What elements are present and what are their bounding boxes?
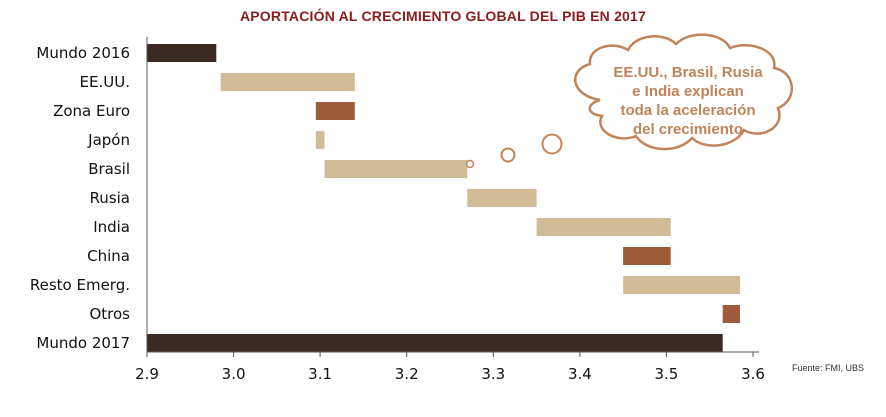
x-tick-label: 2.9 <box>135 365 159 383</box>
category-label: Japón <box>87 131 130 149</box>
x-tick-label: 3.4 <box>568 365 592 383</box>
category-label: Rusia <box>90 189 130 207</box>
x-tick-label: 3.2 <box>395 365 419 383</box>
category-label: India <box>93 218 130 236</box>
callout-line: toda la aceleración <box>620 102 756 119</box>
category-label: Resto Emerg. <box>30 276 130 294</box>
bars-layer <box>147 44 740 352</box>
bar-rusia <box>467 189 537 207</box>
bar-ee-uu- <box>220 73 355 91</box>
bar-mundo-2016 <box>147 44 217 62</box>
bar-brasil <box>324 160 468 178</box>
x-tick-label: 3.6 <box>741 365 765 383</box>
bar-mundo-2017 <box>147 334 723 352</box>
category-label: EE.UU. <box>80 73 130 91</box>
category-label: Mundo 2017 <box>36 334 130 352</box>
x-tick-label: 3.0 <box>222 365 246 383</box>
chart-title: APORTACIÓN AL CRECIMIENTO GLOBAL DEL PIB… <box>239 8 647 24</box>
callout-line: del crecimiento <box>632 121 744 138</box>
category-label: Otros <box>89 305 130 323</box>
cloud-shape <box>574 33 794 151</box>
bar-otros <box>722 305 740 323</box>
cloud-bubble-small <box>465 159 475 169</box>
bar-zona-euro <box>315 102 355 120</box>
category-label: Brasil <box>88 160 130 178</box>
category-labels: Mundo 2016 EE.UU. Zona Euro Japón Brasil Rusi… <box>30 44 130 352</box>
category-label: China <box>87 247 130 265</box>
cloud-bubble-medium <box>500 147 516 163</box>
thought-cloud <box>465 33 794 169</box>
x-axis: 2.9 3.0 3.1 3.2 3.3 3.4 3.5 3.6 <box>135 37 765 383</box>
bar-india <box>536 218 671 236</box>
callout-line: e India explican <box>632 83 744 100</box>
bar-china <box>623 247 671 265</box>
callout-text: EE.UU., Brasil, Rusia e India explican t… <box>588 63 788 139</box>
source-note: Fuente: FMI, UBS <box>791 363 864 373</box>
category-label: Mundo 2016 <box>36 44 130 62</box>
bar-japón <box>315 131 325 149</box>
x-tick-label: 3.1 <box>308 365 332 383</box>
cloud-bubble-large <box>541 133 563 155</box>
x-tick-label: 3.3 <box>481 365 505 383</box>
callout-line: EE.UU., Brasil, Rusia <box>613 64 763 81</box>
category-label: Zona Euro <box>53 102 130 120</box>
x-tick-label: 3.5 <box>654 365 678 383</box>
bar-resto-emerg- <box>623 276 740 294</box>
